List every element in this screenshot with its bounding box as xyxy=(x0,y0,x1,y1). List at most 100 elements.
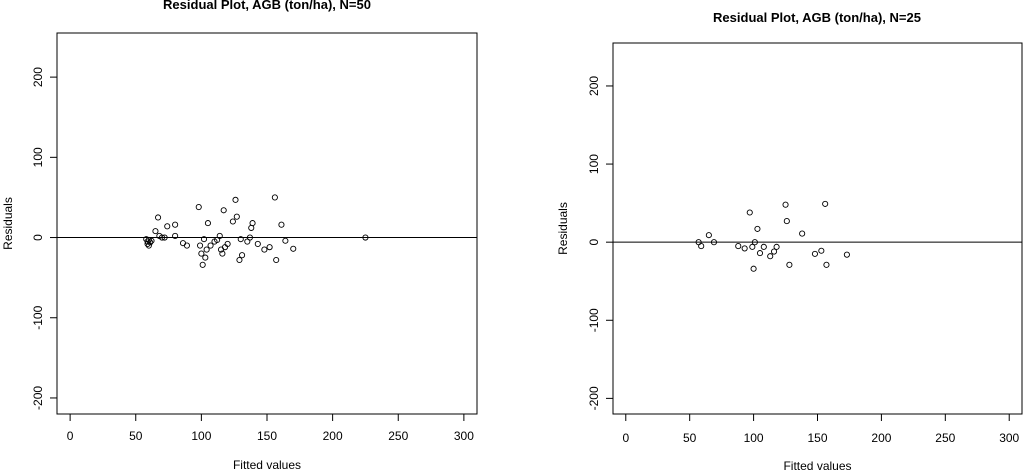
residual-point xyxy=(773,243,780,250)
residual-point xyxy=(216,232,223,239)
residual-point xyxy=(254,240,261,248)
residual-point xyxy=(751,239,758,246)
x-tick-label: 250 xyxy=(388,429,408,443)
residual-point xyxy=(273,256,280,264)
x-tick-label: 300 xyxy=(454,429,474,443)
residual-point xyxy=(249,220,256,227)
x-tick-label: 50 xyxy=(129,429,143,443)
plot-frame xyxy=(56,32,478,415)
x-axis-label: Fitted values xyxy=(783,459,851,471)
chart-title: Residual Plot, AGB (ton/ha), N=25 xyxy=(713,10,921,25)
residual-point xyxy=(767,253,774,260)
residual-point xyxy=(818,247,825,254)
residual-point xyxy=(754,225,761,232)
residual-plot-panel-2: Residual Plot, AGB (ton/ha), N=25 0 50 100 1… xyxy=(556,10,1023,471)
x-tick-label: 100 xyxy=(744,431,764,445)
residual-point xyxy=(224,240,231,248)
residual-point xyxy=(233,213,240,220)
residual-point xyxy=(705,232,712,239)
y-axis-label: Residuals xyxy=(556,202,570,255)
x-tick-label: 0 xyxy=(67,429,74,443)
residual-point xyxy=(760,243,767,250)
residual-point xyxy=(145,242,152,249)
y-tick-label: 0 xyxy=(587,239,601,246)
y-tick-label: 200 xyxy=(587,76,601,96)
residual-point xyxy=(147,239,154,246)
residual-point xyxy=(229,218,236,225)
residual-point xyxy=(741,245,748,252)
chart-title: Residual Plot, AGB (ton/ha), N=50 xyxy=(163,0,371,12)
residual-point xyxy=(144,238,151,245)
residual-point xyxy=(362,234,369,241)
residual-point xyxy=(172,232,179,239)
residual-point xyxy=(164,223,171,230)
residual-point xyxy=(152,228,159,235)
y-tick-label: -100 xyxy=(587,308,601,332)
residual-point xyxy=(172,221,179,228)
residual-point xyxy=(207,242,214,249)
residual-point xyxy=(823,261,830,268)
residual-point xyxy=(183,242,190,249)
residual-point xyxy=(271,194,278,201)
residual-point xyxy=(770,248,778,255)
residual-point xyxy=(799,230,806,237)
residual-point xyxy=(735,243,742,250)
residual-point xyxy=(266,244,273,251)
y-tick-label: -200 xyxy=(587,386,601,410)
x-tick-label: 150 xyxy=(807,431,827,445)
residual-point xyxy=(282,237,289,244)
residual-point xyxy=(232,196,239,203)
y-axis-label: Residuals xyxy=(1,197,15,250)
residual-point xyxy=(246,234,253,241)
residual-point xyxy=(158,234,166,241)
residual-plot-panel-1: Residual Plot, AGB (ton/ha), N=50 0 50 100 1… xyxy=(1,0,478,471)
x-tick-label: 100 xyxy=(191,429,211,443)
residual-point xyxy=(786,261,793,268)
residual-point xyxy=(197,242,204,249)
x-tick-label: 200 xyxy=(871,431,891,445)
residual-point xyxy=(237,236,244,243)
y-tick-label: 100 xyxy=(31,147,45,167)
residual-point xyxy=(239,252,246,259)
residual-point xyxy=(750,265,757,272)
y-tick-label: -200 xyxy=(31,386,45,410)
residual-point xyxy=(199,261,206,268)
residual-point xyxy=(204,220,211,227)
y-tick-label: 0 xyxy=(31,234,45,241)
residual-point xyxy=(749,243,756,250)
residual-point xyxy=(148,237,155,244)
residual-point xyxy=(261,246,268,253)
plot-frame xyxy=(612,42,1023,415)
residual-point xyxy=(782,201,789,208)
x-tick-label: 150 xyxy=(257,429,277,443)
x-axis-label: Fitted values xyxy=(233,458,301,471)
residual-point xyxy=(202,254,209,261)
y-tick-label: -100 xyxy=(31,305,45,329)
residual-point xyxy=(200,236,208,243)
y-tick-label: 100 xyxy=(587,154,601,174)
x-tick-label: 0 xyxy=(622,431,629,445)
residual-point xyxy=(698,243,705,250)
x-tick-label: 300 xyxy=(999,431,1019,445)
residual-point xyxy=(219,250,226,257)
residual-point xyxy=(278,221,285,228)
residual-point xyxy=(203,246,210,253)
residual-point xyxy=(746,209,753,216)
x-tick-label: 200 xyxy=(323,429,343,443)
residual-point xyxy=(236,256,243,264)
residual-point xyxy=(783,218,790,225)
residual-point xyxy=(195,204,202,211)
residual-point xyxy=(161,234,168,241)
residual-point xyxy=(710,239,718,246)
x-tick-label: 250 xyxy=(935,431,955,445)
y-tick-label: 200 xyxy=(31,67,45,87)
x-tick-label: 50 xyxy=(683,431,697,445)
residual-point xyxy=(290,245,297,252)
residual-point xyxy=(198,250,205,257)
residual-point xyxy=(756,250,764,257)
residual-point xyxy=(155,214,162,221)
residual-point xyxy=(220,207,227,214)
residual-point xyxy=(811,250,818,257)
residual-point xyxy=(822,200,829,207)
